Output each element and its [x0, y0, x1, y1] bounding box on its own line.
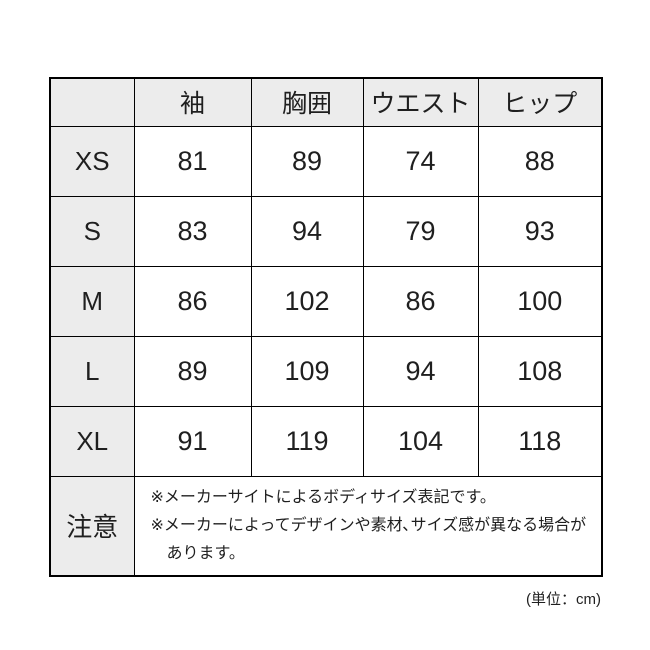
table-row-xs: XS 81 89 74 88	[49, 125, 603, 197]
value-s-waist: 79	[362, 195, 479, 267]
table-row-note: 注意 ※メーカーサイトによるボディサイズ表記です。 ※メーカーによってデザインや…	[49, 475, 603, 577]
value-s-hip: 93	[477, 195, 603, 267]
header-row: 袖 胸囲 ウエスト ヒップ	[49, 77, 603, 127]
value-m-hip: 100	[477, 265, 603, 337]
size-table: 袖 胸囲 ウエスト ヒップ XS 81 89 74 88 S 83 94 79 …	[49, 77, 603, 577]
column-header-hip: ヒップ	[477, 77, 603, 127]
value-xs-hip: 88	[477, 125, 603, 197]
value-m-waist: 86	[362, 265, 479, 337]
note-line-2: ※メーカーによってデザインや素材､サイズ感が異なる場合があります。	[150, 516, 587, 562]
table-row-m: M 86 102 86 100	[49, 265, 603, 337]
note-cell: ※メーカーサイトによるボディサイズ表記です。 ※メーカーによってデザインや素材､…	[133, 475, 603, 577]
table-row-xl: XL 91 119 104 118	[49, 405, 603, 477]
table-row-l: L 89 109 94 108	[49, 335, 603, 407]
column-header-sleeve: 袖	[133, 77, 252, 127]
value-xs-sleeve: 81	[133, 125, 252, 197]
corner-cell	[49, 77, 135, 127]
table-row-s: S 83 94 79 93	[49, 195, 603, 267]
value-xl-waist: 104	[362, 405, 479, 477]
row-label-m: M	[49, 265, 135, 337]
column-header-chest: 胸囲	[250, 77, 364, 127]
column-header-waist: ウエスト	[362, 77, 479, 127]
value-s-chest: 94	[250, 195, 364, 267]
row-label-xs: XS	[49, 125, 135, 197]
unit-label: (単位：cm)	[526, 591, 601, 608]
value-xl-hip: 118	[477, 405, 603, 477]
value-s-sleeve: 83	[133, 195, 252, 267]
row-label-xl: XL	[49, 405, 135, 477]
value-xl-sleeve: 91	[133, 405, 252, 477]
row-label-note: 注意	[49, 475, 135, 577]
value-xs-chest: 89	[250, 125, 364, 197]
value-l-sleeve: 89	[133, 335, 252, 407]
row-label-l: L	[49, 335, 135, 407]
value-xl-chest: 119	[250, 405, 364, 477]
value-m-chest: 102	[250, 265, 364, 337]
row-label-s: S	[49, 195, 135, 267]
value-xs-waist: 74	[362, 125, 479, 197]
value-l-waist: 94	[362, 335, 479, 407]
value-m-sleeve: 86	[133, 265, 252, 337]
value-l-chest: 109	[250, 335, 364, 407]
value-l-hip: 108	[477, 335, 603, 407]
note-line-1: ※メーカーサイトによるボディサイズ表記です。	[150, 488, 496, 506]
